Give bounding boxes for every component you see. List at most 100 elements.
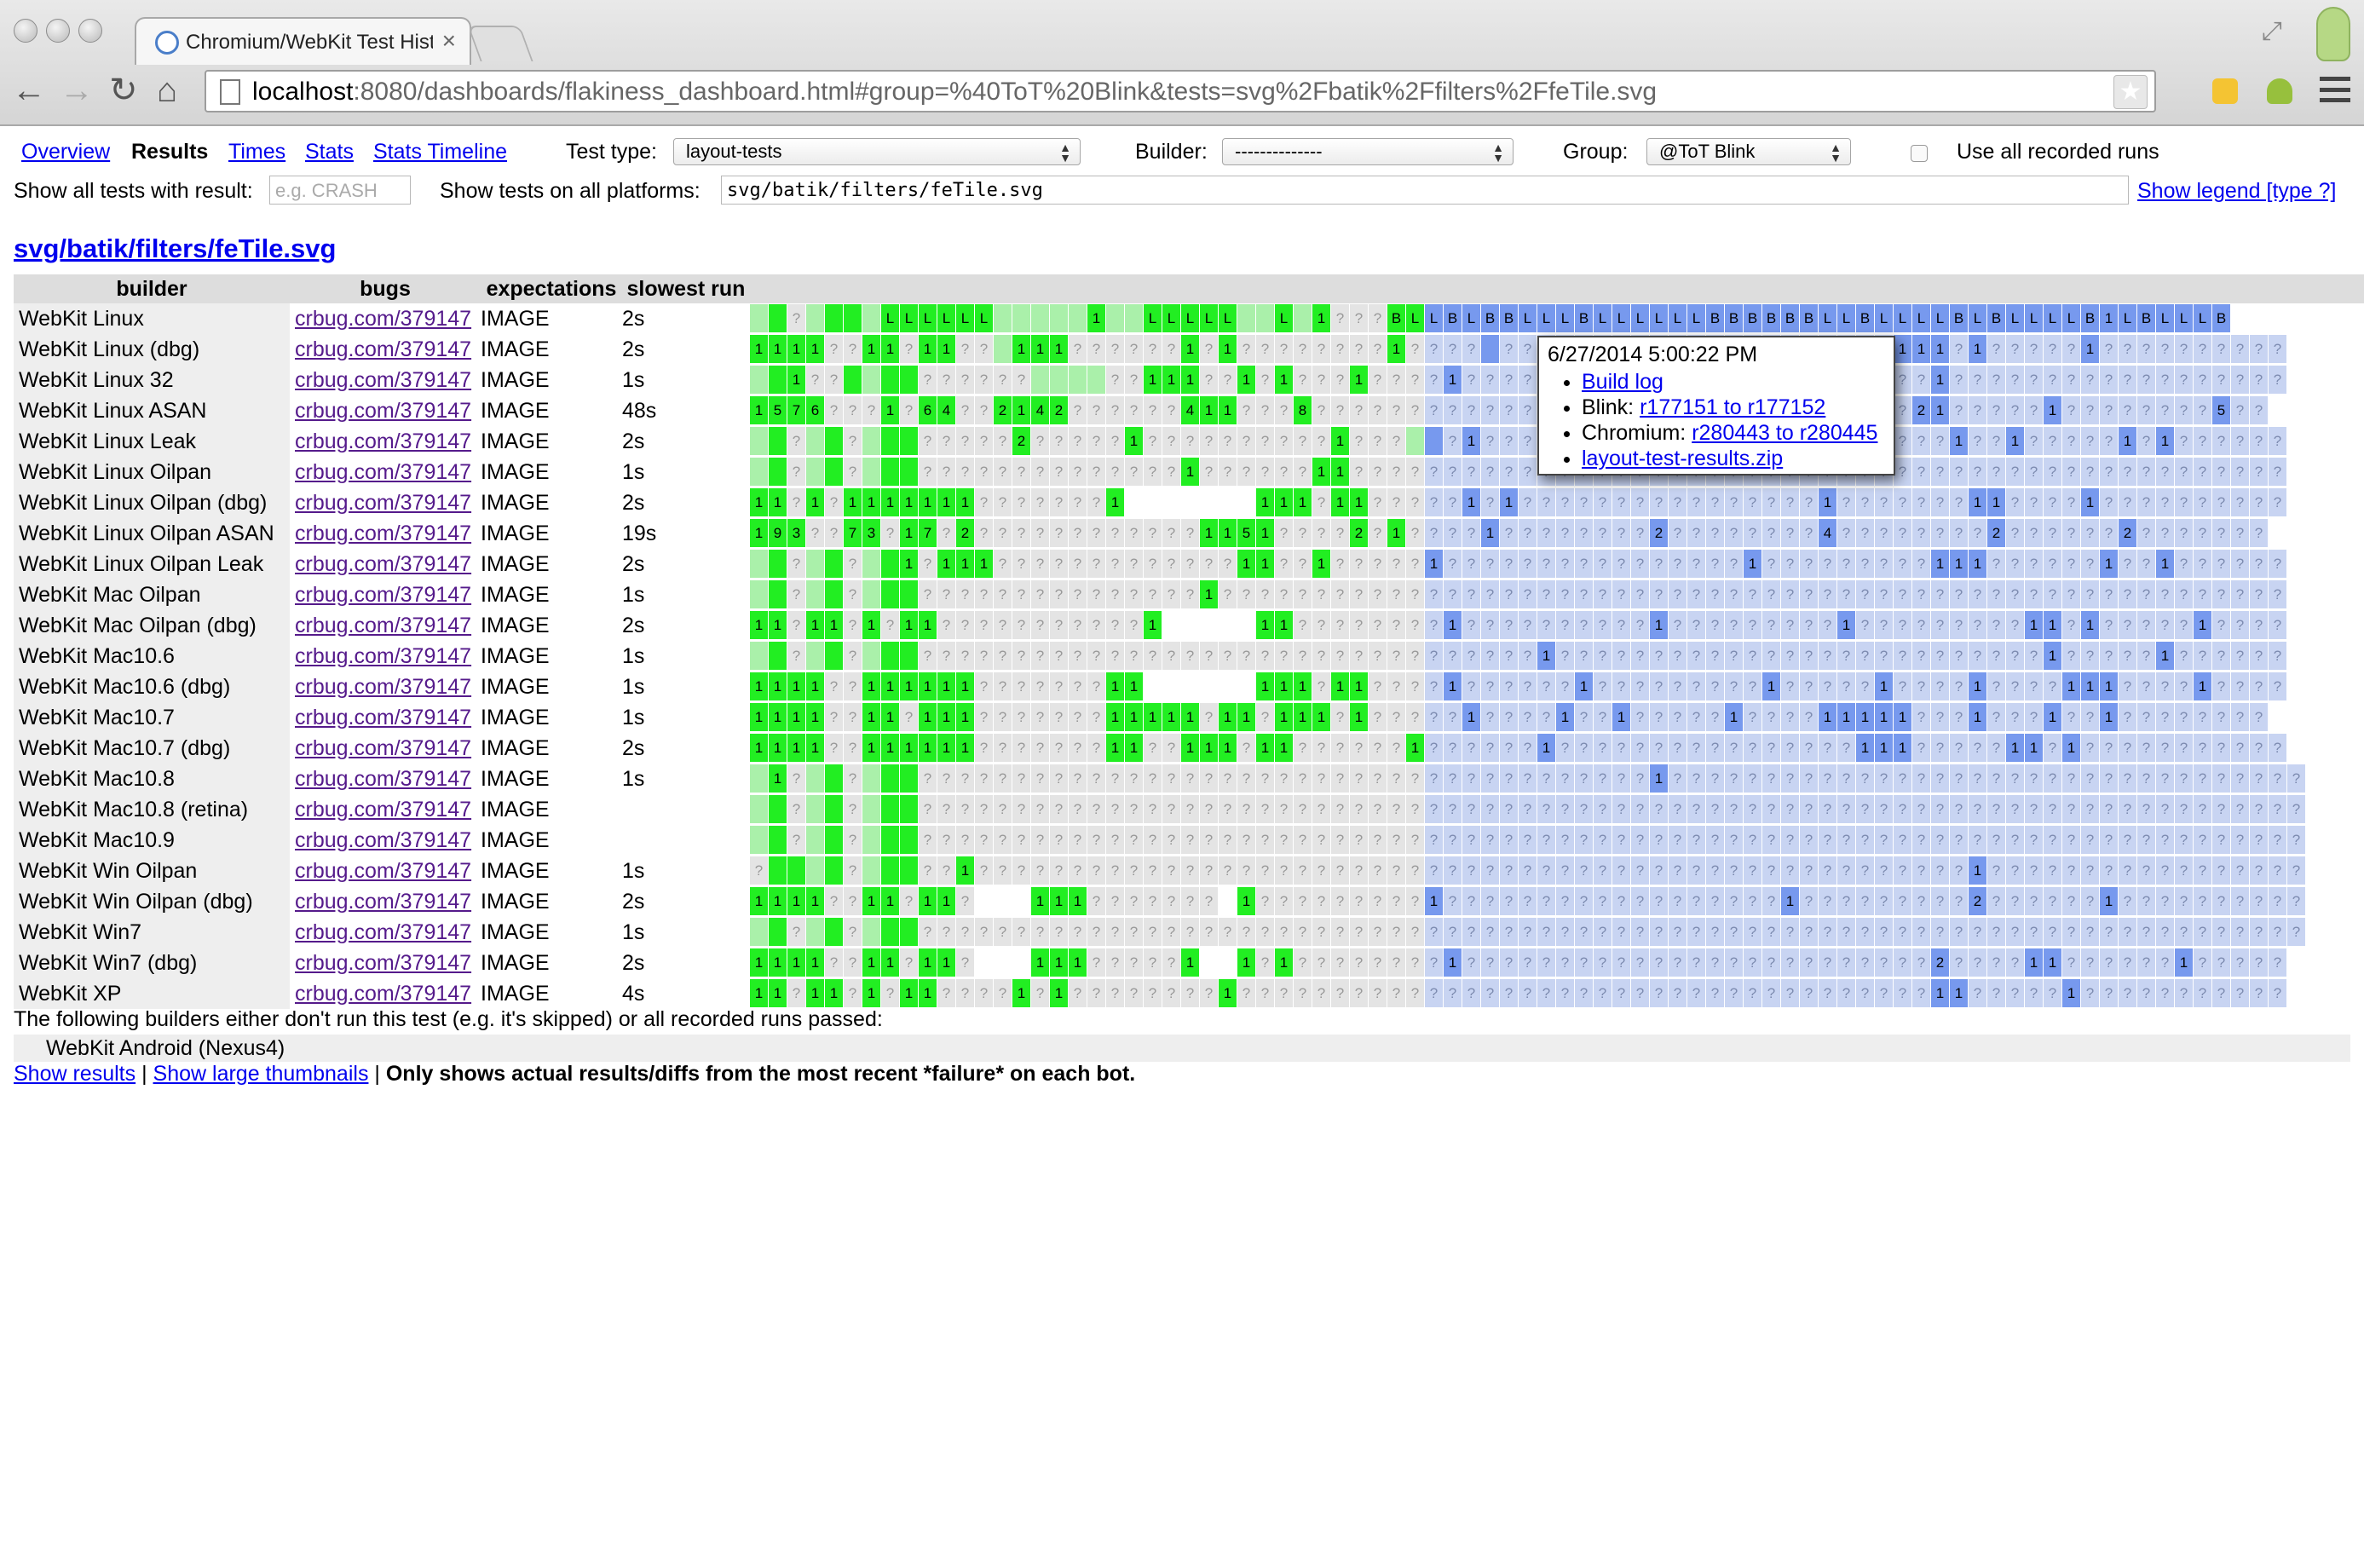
result-cell[interactable]: ? — [1087, 396, 1105, 424]
result-cell[interactable]: ? — [2044, 918, 2061, 946]
result-cell[interactable]: ? — [1406, 703, 1424, 731]
result-cell[interactable]: ? — [1575, 979, 1593, 1007]
result-cell[interactable]: B — [1575, 304, 1593, 332]
result-cell[interactable]: ? — [1369, 580, 1387, 608]
result-cell[interactable]: ? — [2287, 918, 2305, 946]
url-text[interactable]: localhost:8080/dashboards/flakiness_dash… — [252, 78, 1658, 106]
result-cell[interactable]: ? — [1631, 734, 1649, 762]
result-cell[interactable]: ? — [1331, 734, 1349, 762]
result-cell[interactable]: ? — [2119, 979, 2136, 1007]
result-cell[interactable]: ? — [1162, 795, 1180, 823]
result-cell[interactable]: ? — [2231, 642, 2249, 670]
result-cell[interactable] — [1031, 366, 1049, 394]
result-cell[interactable]: ? — [1425, 366, 1443, 394]
result-cell[interactable]: ? — [1519, 795, 1537, 823]
builder-name[interactable]: WebKit Mac10.6 — [19, 643, 175, 668]
result-cell[interactable]: ? — [1875, 979, 1893, 1007]
result-cell[interactable]: 1 — [1256, 672, 1274, 700]
result-cell[interactable]: ? — [2231, 734, 2249, 762]
builder-name[interactable]: WebKit Win7 — [19, 919, 142, 944]
result-cell[interactable]: 4 — [937, 396, 955, 424]
result-cell[interactable]: ? — [2006, 795, 2024, 823]
result-cell[interactable]: ? — [1087, 887, 1105, 915]
result-cell[interactable]: ? — [1069, 703, 1087, 731]
result-cell[interactable]: 1 — [1425, 887, 1443, 915]
result-cell[interactable]: ? — [1462, 335, 1480, 363]
result-cell[interactable]: 1 — [2081, 611, 2099, 639]
result-cell[interactable]: ? — [1519, 672, 1537, 700]
result-cell[interactable]: ? — [2250, 979, 2268, 1007]
result-cell[interactable]: ? — [2269, 366, 2286, 394]
result-cell[interactable]: ? — [1519, 580, 1537, 608]
result-cell[interactable]: ? — [1744, 979, 1761, 1007]
result-cell[interactable]: ? — [2006, 335, 2024, 363]
result-cell[interactable]: ? — [2212, 550, 2230, 578]
result-cell[interactable]: ? — [1181, 887, 1199, 915]
result-cell[interactable]: ? — [975, 856, 993, 885]
builder-name[interactable]: WebKit Mac Oilpan — [19, 582, 201, 607]
result-cell[interactable]: ? — [1087, 948, 1105, 977]
result-cell[interactable] — [881, 826, 899, 854]
result-cell[interactable]: ? — [1519, 427, 1537, 455]
result-cell[interactable]: 2 — [1969, 887, 1986, 915]
result-cell[interactable]: ? — [1969, 734, 1986, 762]
result-cell[interactable]: ? — [919, 918, 937, 946]
result-cell[interactable]: ? — [1012, 580, 1030, 608]
result-cell[interactable]: 1 — [919, 611, 937, 639]
home-icon[interactable]: ⌂ — [157, 72, 178, 109]
result-cell[interactable]: ? — [1256, 918, 1274, 946]
result-cell[interactable]: 1 — [1256, 611, 1274, 639]
result-cell[interactable]: ? — [1387, 580, 1405, 608]
result-cell[interactable] — [900, 826, 918, 854]
result-cell[interactable]: ? — [2006, 979, 2024, 1007]
result-cell[interactable]: ? — [2100, 366, 2118, 394]
result-cell[interactable]: ? — [1125, 795, 1143, 823]
result-cell[interactable]: ? — [1350, 335, 1368, 363]
result-cell[interactable]: ? — [1406, 642, 1424, 670]
result-cell[interactable]: ? — [1706, 795, 1724, 823]
result-cell[interactable]: ? — [2025, 519, 2043, 547]
result-cell[interactable]: ? — [1012, 550, 1030, 578]
result-cell[interactable]: ? — [1331, 304, 1349, 332]
result-cell[interactable]: ? — [2212, 979, 2230, 1007]
result-cell[interactable]: ? — [1125, 458, 1143, 486]
result-cell[interactable]: ? — [2212, 519, 2230, 547]
result-cell[interactable]: 1 — [900, 488, 918, 516]
result-cell[interactable]: ? — [1256, 826, 1274, 854]
result-cell[interactable] — [1162, 488, 1180, 516]
result-cell[interactable]: ? — [1781, 856, 1799, 885]
result-cell[interactable]: 1 — [862, 703, 880, 731]
result-cell[interactable]: ? — [1294, 427, 1312, 455]
result-cell[interactable]: ? — [1987, 335, 2005, 363]
result-cell[interactable]: ? — [1087, 826, 1105, 854]
result-cell[interactable]: ? — [1462, 856, 1480, 885]
result-cell[interactable]: ? — [1087, 519, 1105, 547]
result-cell[interactable]: 2 — [2119, 519, 2136, 547]
result-cell[interactable]: ? — [1912, 979, 1930, 1007]
result-cell[interactable]: B — [1706, 304, 1724, 332]
result-cell[interactable]: ? — [1762, 887, 1780, 915]
result-cell[interactable] — [1181, 611, 1199, 639]
result-cell[interactable]: ? — [1969, 580, 1986, 608]
result-cell[interactable]: ? — [1950, 887, 1968, 915]
result-cell[interactable]: ? — [1050, 918, 1068, 946]
result-cell[interactable]: ? — [1612, 580, 1630, 608]
result-cell[interactable]: ? — [1312, 856, 1330, 885]
result-cell[interactable]: ? — [1444, 335, 1462, 363]
result-cell[interactable]: ? — [1481, 764, 1499, 793]
builder-name[interactable]: WebKit Linux — [19, 306, 144, 331]
result-cell[interactable]: ? — [1687, 580, 1705, 608]
result-cell[interactable]: ? — [1500, 458, 1518, 486]
result-cell[interactable]: ? — [1931, 764, 1949, 793]
result-cell[interactable] — [825, 304, 843, 332]
result-cell[interactable]: ? — [2081, 550, 2099, 578]
result-cell[interactable]: ? — [1856, 488, 1874, 516]
result-cell[interactable] — [1237, 304, 1255, 332]
use-all-runs-checkbox[interactable] — [1911, 145, 1928, 162]
result-cell[interactable]: ? — [2250, 396, 2268, 424]
result-cell[interactable]: B — [1500, 304, 1518, 332]
result-cell[interactable]: ? — [1312, 366, 1330, 394]
result-cell[interactable]: ? — [1537, 550, 1555, 578]
result-cell[interactable]: ? — [956, 979, 974, 1007]
result-cell[interactable]: ? — [1144, 427, 1162, 455]
